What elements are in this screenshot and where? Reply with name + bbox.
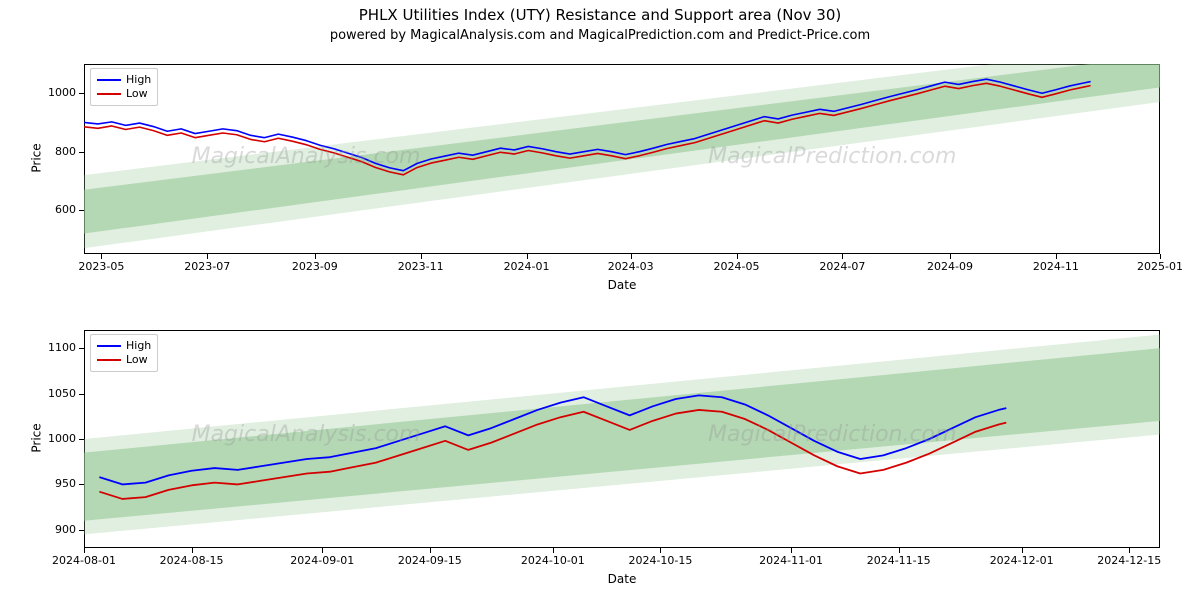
chart-svg (84, 64, 1160, 254)
x-tick (315, 254, 316, 259)
x-tick-label: 2024-09-15 (398, 554, 462, 567)
x-tick (660, 548, 661, 553)
x-tick-label: 2024-11-01 (759, 554, 823, 567)
x-tick (322, 548, 323, 553)
x-tick (84, 548, 85, 553)
x-tick-label: 2024-12-15 (1097, 554, 1161, 567)
x-tick (631, 254, 632, 259)
figure: PHLX Utilities Index (UTY) Resistance an… (0, 0, 1200, 600)
x-tick (950, 254, 951, 259)
x-tick (192, 548, 193, 553)
x-tick-label: 2024-01 (504, 260, 550, 273)
x-tick (553, 548, 554, 553)
x-tick-label: 2024-10-01 (521, 554, 585, 567)
x-tick (1022, 548, 1023, 553)
x-tick-label: 2023-05 (78, 260, 124, 273)
x-tick-label: 2024-03 (608, 260, 654, 273)
x-tick-label: 2024-11 (1033, 260, 1079, 273)
x-axis-label-bottom: Date (84, 572, 1160, 586)
x-tick-label: 2024-08-01 (52, 554, 116, 567)
y-tick-label: 1100 (26, 341, 76, 354)
x-tick (842, 254, 843, 259)
chart-title: PHLX Utilities Index (UTY) Resistance an… (0, 6, 1200, 24)
y-tick-label: 900 (26, 523, 76, 536)
x-tick-label: 2024-05 (714, 260, 760, 273)
x-tick-label: 2024-09 (927, 260, 973, 273)
x-tick (791, 548, 792, 553)
x-tick-label: 2023-09 (292, 260, 338, 273)
x-tick-label: 2024-08-15 (160, 554, 224, 567)
x-tick-label: 2024-07 (819, 260, 865, 273)
x-tick-label: 2024-09-01 (290, 554, 354, 567)
x-tick-label: 2025-01 (1137, 260, 1183, 273)
y-tick-label: 800 (26, 145, 76, 158)
x-tick-label: 2024-12-01 (990, 554, 1054, 567)
y-tick-label: 1000 (26, 432, 76, 445)
x-tick (430, 548, 431, 553)
x-tick (899, 548, 900, 553)
x-tick (1129, 548, 1130, 553)
x-tick-label: 2024-11-15 (867, 554, 931, 567)
x-tick-label: 2024-10-15 (628, 554, 692, 567)
y-tick-label: 950 (26, 477, 76, 490)
x-tick (737, 254, 738, 259)
x-tick (1056, 254, 1057, 259)
x-tick-label: 2023-07 (184, 260, 230, 273)
x-tick-label: 2023-11 (398, 260, 444, 273)
chart-svg (84, 330, 1160, 548)
y-tick-label: 1000 (26, 86, 76, 99)
x-tick (1160, 254, 1161, 259)
y-tick-label: 600 (26, 203, 76, 216)
x-tick (527, 254, 528, 259)
x-tick (207, 254, 208, 259)
chart-subtitle: powered by MagicalAnalysis.com and Magic… (0, 28, 1200, 43)
x-tick (421, 254, 422, 259)
y-tick-label: 1050 (26, 387, 76, 400)
x-tick (101, 254, 102, 259)
x-axis-label-top: Date (84, 278, 1160, 292)
